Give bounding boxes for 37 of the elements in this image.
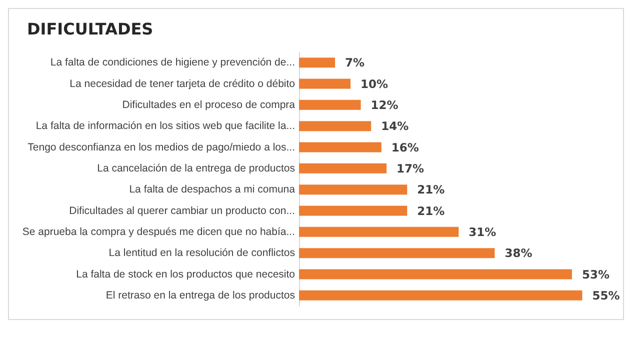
data-label: 21% [417,182,446,197]
data-label: 14% [381,119,410,134]
data-label: 12% [370,98,399,112]
data-label: 53% [582,267,610,282]
y-tick-label: El retraso en la entrega de los productos [106,289,295,302]
bar [299,248,495,258]
bar [299,78,350,89]
y-tick-label: La falta de stock en los productos que necesito [76,268,296,280]
y-tick-label: La cancelación de la entrega de productos [97,162,295,174]
y-tick-label: La lentitud en la resolución de conflictos [108,247,295,260]
bar [299,290,582,300]
data-label: 10% [360,76,389,91]
data-label: 7% [345,56,366,70]
bar [299,206,408,216]
y-tick-label: Dificultades al querer cambiar un producto con... [69,204,295,217]
bar [299,184,408,195]
bar [299,121,372,132]
data-label: 21% [417,204,446,218]
bar [299,58,336,68]
data-label: 17% [396,161,425,176]
y-tick-label: La necesidad de tener tarjeta de crédito o débito [70,78,296,90]
bar [299,100,361,110]
data-label: 16% [391,140,420,154]
y-tick-label: Tengo desconfianza en los medios de pago/miedo a los... [28,141,295,154]
text: DIFICULTADES [27,20,154,38]
y-tick-label: Se aprueba la compra y después me dicen que no había... [22,226,295,238]
bar [299,163,387,174]
y-tick-label: La falta de despachos a mi comuna [129,184,296,196]
y-tick-label: La falta de condiciones de higiene y prevención de... [50,56,295,69]
data-label: 55% [592,288,620,302]
data-label: 31% [468,224,497,239]
bar [299,269,572,280]
y-tick-label: Dificultades en el proceso de compra [122,98,296,111]
y-tick-label: La falta de información en los sitios web que facilite la... [36,120,295,132]
bar [299,142,382,152]
data-label: 38% [504,246,533,260]
bar [299,226,459,237]
